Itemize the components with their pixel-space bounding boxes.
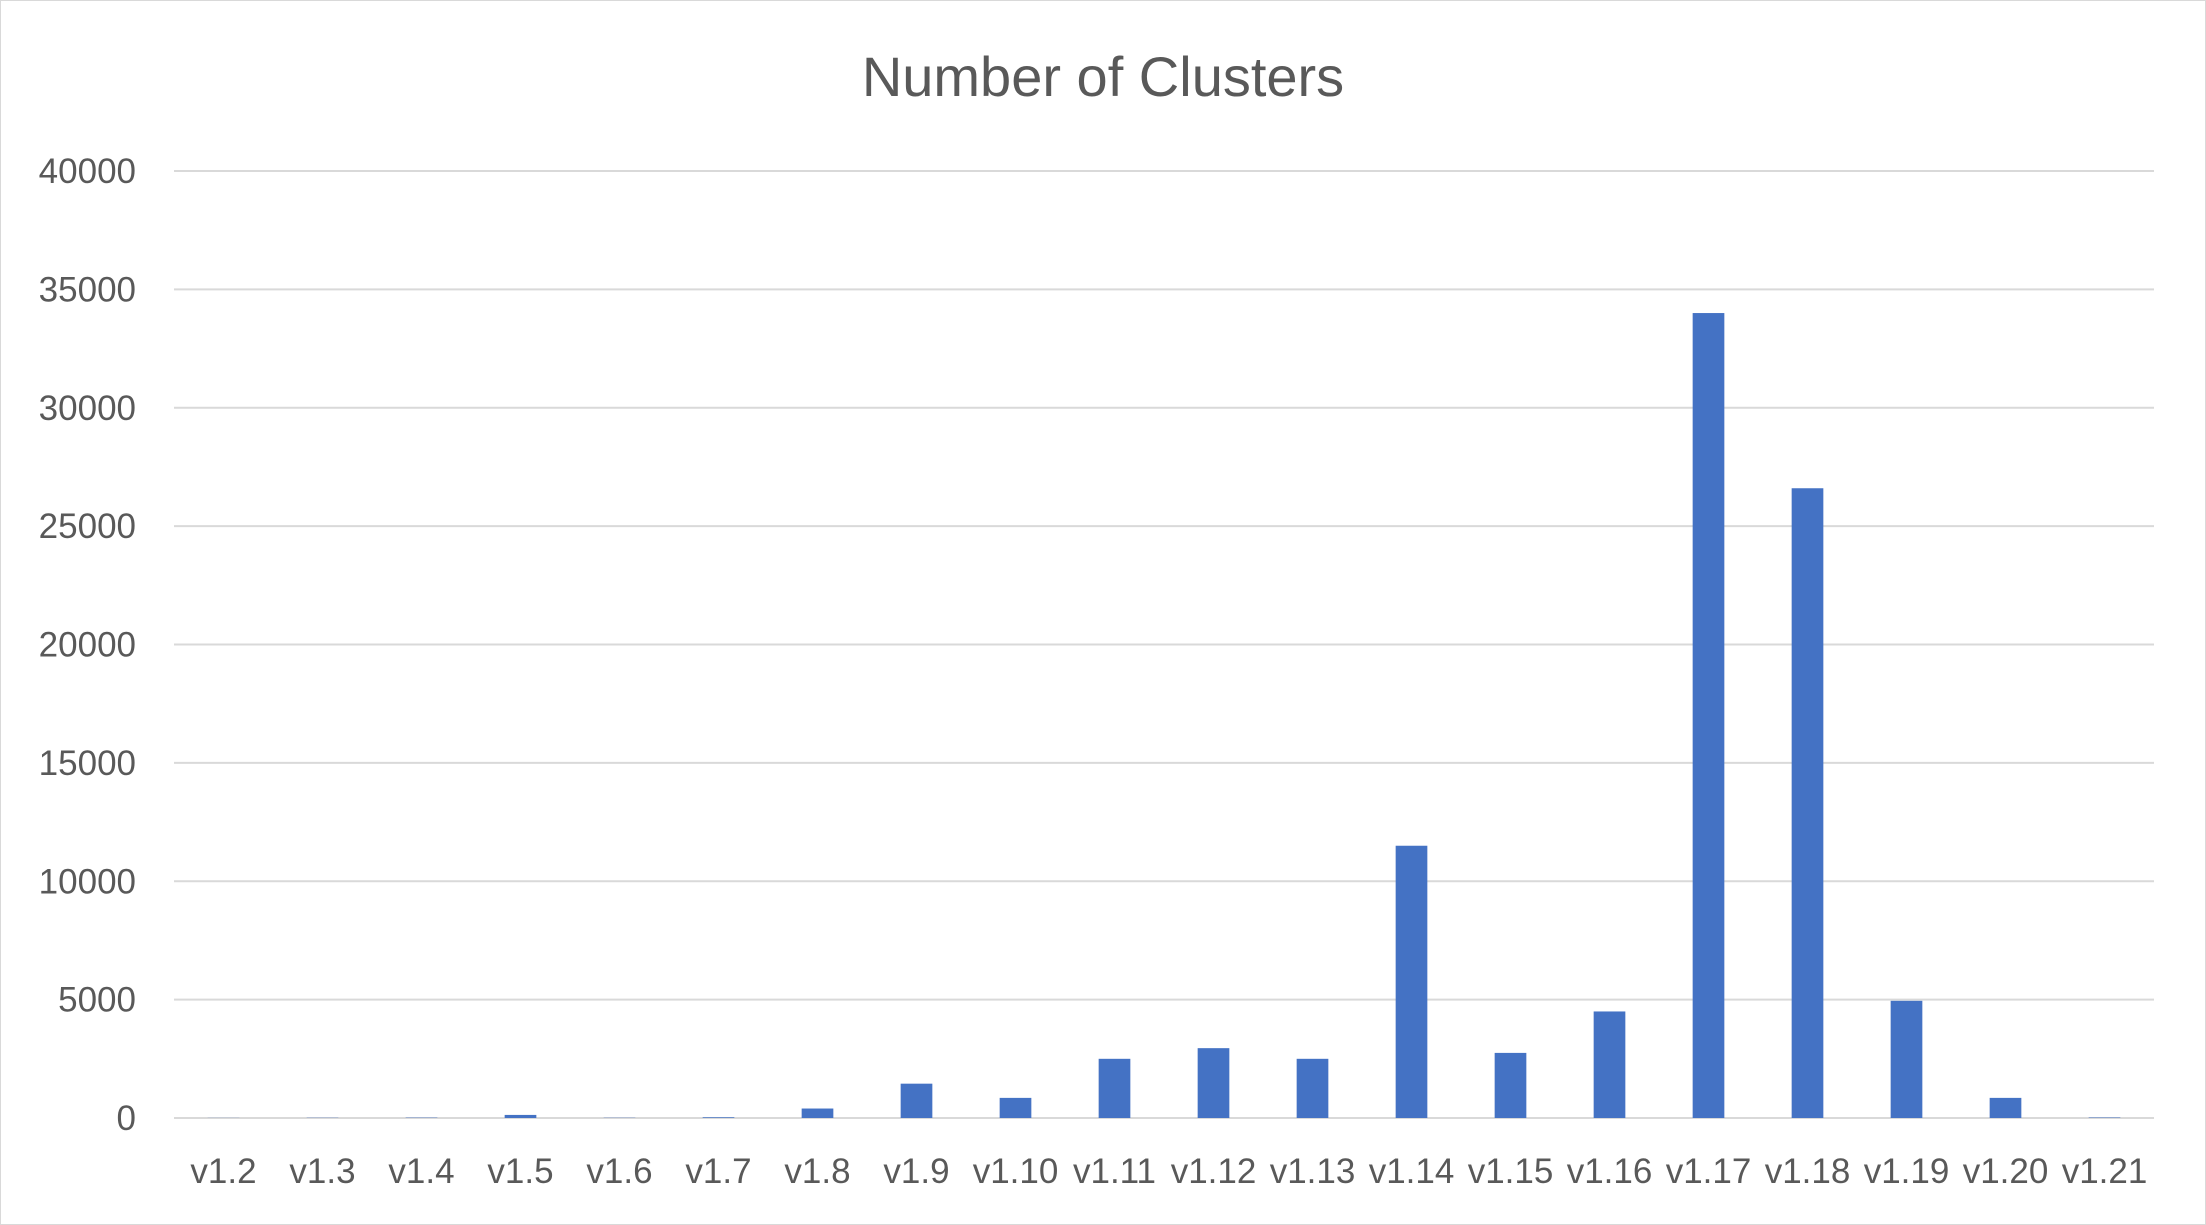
x-axis-ticks: v1.2 v1.3 v1.4 v1.5 v1.6 v1.7 v1.8 v1.9 v1.10 v1.… xyxy=(190,1152,2147,1191)
bar-v1-5 xyxy=(504,1114,537,1118)
x-tick-label: v1.21 xyxy=(2062,1152,2148,1191)
bar-v1-20 xyxy=(1989,1097,2022,1118)
x-tick-label: v1.6 xyxy=(586,1152,652,1191)
x-tick-label: v1.12 xyxy=(1171,1152,1257,1191)
bar-v1-15 xyxy=(1494,1052,1527,1118)
bar-v1-17 xyxy=(1692,313,1725,1118)
y-tick-label: 10000 xyxy=(39,862,136,901)
bars xyxy=(207,313,2121,1118)
bar-v1-18 xyxy=(1791,488,1824,1118)
gridlines xyxy=(174,170,2154,1119)
x-tick-label: v1.20 xyxy=(1963,1152,2049,1191)
bar-v1-11 xyxy=(1098,1058,1131,1118)
y-tick-label: 5000 xyxy=(58,981,136,1020)
x-tick-label: v1.15 xyxy=(1468,1152,1554,1191)
bar-v1-14 xyxy=(1395,845,1428,1118)
x-tick-label: v1.2 xyxy=(190,1152,256,1191)
bar-v1-19 xyxy=(1890,1000,1923,1118)
x-tick-label: v1.18 xyxy=(1765,1152,1851,1191)
x-tick-label: v1.16 xyxy=(1567,1152,1653,1191)
y-tick-label: 40000 xyxy=(39,152,136,191)
x-tick-label: v1.10 xyxy=(973,1152,1059,1191)
x-tick-label: v1.17 xyxy=(1666,1152,1752,1191)
chart-title: Number of Clusters xyxy=(862,45,1344,108)
x-tick-label: v1.4 xyxy=(388,1152,454,1191)
bar-v1-10 xyxy=(999,1097,1032,1118)
bar-v1-7 xyxy=(702,1117,735,1118)
y-tick-label: 20000 xyxy=(39,626,136,665)
y-tick-label: 30000 xyxy=(39,389,136,428)
x-tick-label: v1.3 xyxy=(289,1152,355,1191)
y-tick-label: 0 xyxy=(117,1099,136,1138)
y-axis-ticks: 0 5000 10000 15000 20000 25000 30000 35000 40000 xyxy=(39,152,136,1138)
bar-v1-16 xyxy=(1593,1011,1626,1118)
bar-v1-13 xyxy=(1296,1058,1329,1118)
x-tick-label: v1.13 xyxy=(1270,1152,1356,1191)
bar-v1-9 xyxy=(900,1083,933,1118)
x-tick-label: v1.9 xyxy=(883,1152,949,1191)
bar-v1-12 xyxy=(1197,1048,1230,1118)
y-tick-label: 15000 xyxy=(39,744,136,783)
x-tick-label: v1.11 xyxy=(1073,1152,1156,1191)
bar-v1-8 xyxy=(801,1108,834,1118)
y-tick-label: 25000 xyxy=(39,507,136,546)
x-tick-label: v1.19 xyxy=(1864,1152,1950,1191)
x-tick-label: v1.7 xyxy=(685,1152,751,1191)
x-tick-label: v1.8 xyxy=(784,1152,850,1191)
x-tick-label: v1.14 xyxy=(1369,1152,1455,1191)
x-tick-label: v1.5 xyxy=(487,1152,553,1191)
y-tick-label: 35000 xyxy=(39,270,136,309)
